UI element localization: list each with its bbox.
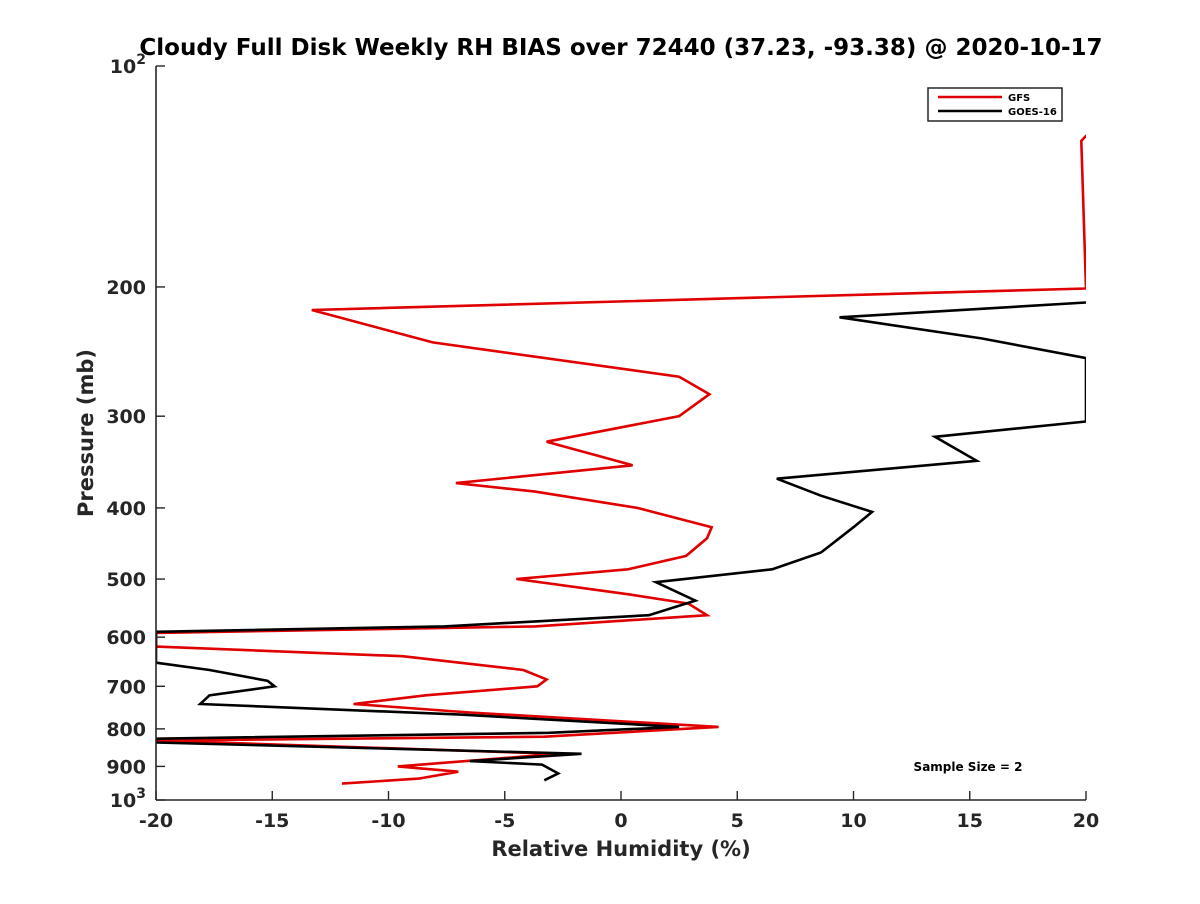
series-layer xyxy=(156,134,1086,785)
y-tick-label: 103 xyxy=(110,786,146,812)
y-tick-label: 800 xyxy=(106,719,146,741)
chart-title: Cloudy Full Disk Weekly RH BIAS over 724… xyxy=(139,35,1102,61)
y-tick-label: 900 xyxy=(106,756,146,778)
y-tick-label: 102 xyxy=(110,52,146,78)
x-tick-label: 10 xyxy=(840,810,866,832)
legend-label-goes-16: GOES-16 xyxy=(1008,107,1057,118)
sample-size-annotation: Sample Size = 2 xyxy=(914,760,1023,774)
x-tick-label: 0 xyxy=(614,810,627,832)
y-axis-label: Pressure (mb) xyxy=(74,349,98,517)
x-axis-label: Relative Humidity (%) xyxy=(491,837,750,861)
legend-box xyxy=(927,87,1063,122)
x-tick-label: -10 xyxy=(371,810,405,832)
series-line-goes-16 xyxy=(156,301,1086,782)
series-line-gfs xyxy=(156,134,1086,785)
x-tick-label: 20 xyxy=(1073,810,1099,832)
y-tick-label: 300 xyxy=(106,406,146,428)
x-tick-label: 15 xyxy=(957,810,983,832)
y-tick-label: 600 xyxy=(106,627,146,649)
x-tick-label: -15 xyxy=(255,810,289,832)
y-tick-label: 700 xyxy=(106,676,146,698)
legend: GFS GOES-16 xyxy=(927,87,1063,122)
x-tick-label: 5 xyxy=(731,810,744,832)
legend-label-gfs: GFS xyxy=(1008,93,1030,104)
y-tick-label: 200 xyxy=(106,277,146,299)
y-tick-label: 400 xyxy=(106,498,146,520)
axes-layer: -20 -15 -10 -5 0 5 10 15 20 102 200 300 400 500 600 700… xyxy=(106,52,1099,832)
x-tick-label: -20 xyxy=(139,810,173,832)
x-tick-label: -5 xyxy=(494,810,515,832)
y-tick-label: 500 xyxy=(106,569,146,591)
